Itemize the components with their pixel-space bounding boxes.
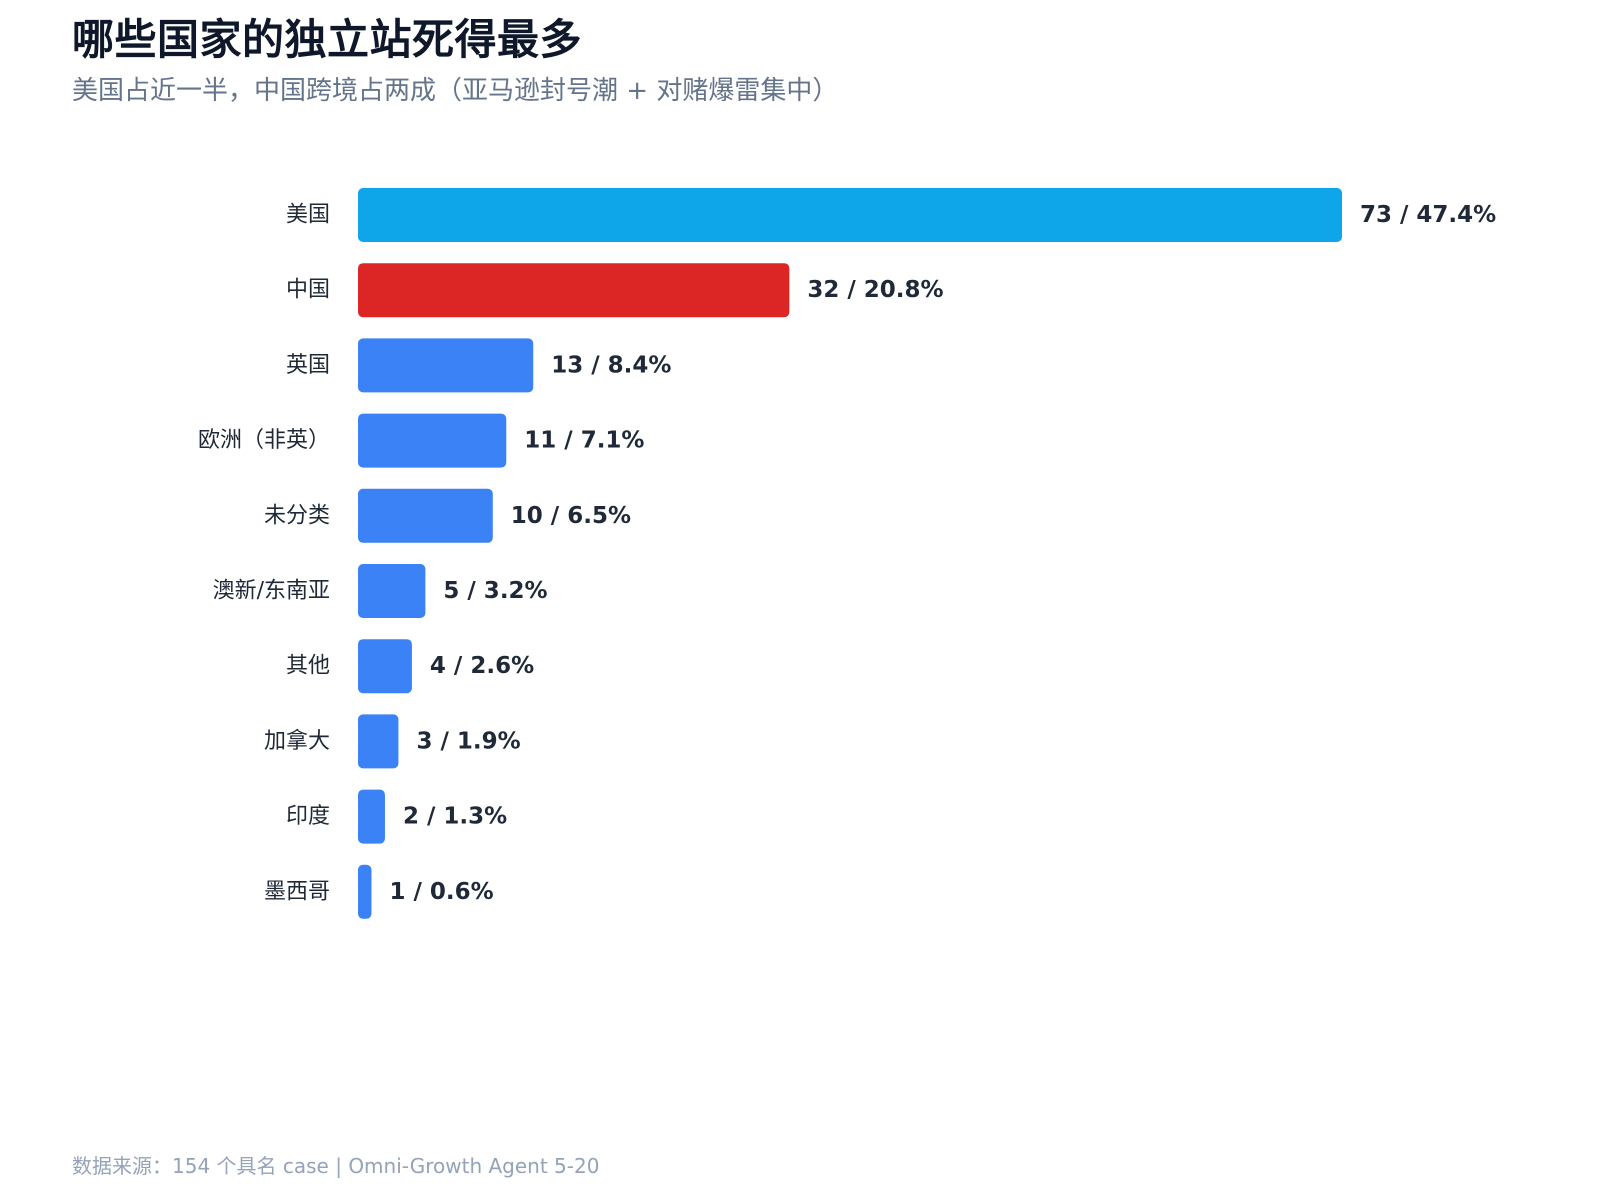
value-label: 2 / 1.3% bbox=[403, 804, 507, 830]
value-label: 13 / 8.4% bbox=[551, 352, 671, 378]
bar bbox=[358, 864, 372, 919]
category-label: 欧洲（非英） bbox=[198, 428, 330, 453]
value-label: 4 / 2.6% bbox=[430, 653, 534, 679]
value-label: 32 / 20.8% bbox=[807, 277, 943, 303]
value-label: 73 / 47.4% bbox=[1360, 202, 1496, 228]
category-label: 澳新/东南亚 bbox=[213, 579, 330, 604]
category-label: 中国 bbox=[286, 278, 330, 303]
value-label: 5 / 3.2% bbox=[443, 578, 547, 604]
bar bbox=[358, 789, 385, 844]
chart-title: 哪些国家的独立站死得最多 bbox=[72, 15, 583, 64]
value-label: 3 / 1.9% bbox=[416, 728, 520, 754]
value-label: 11 / 7.1% bbox=[524, 428, 644, 454]
bar bbox=[358, 488, 493, 543]
bar bbox=[358, 338, 534, 393]
category-label: 加拿大 bbox=[264, 728, 330, 754]
category-label: 印度 bbox=[286, 804, 330, 829]
bar bbox=[358, 639, 412, 694]
category-label: 墨西哥 bbox=[264, 879, 330, 904]
category-label: 英国 bbox=[286, 353, 330, 378]
category-label: 美国 bbox=[286, 203, 330, 228]
bar bbox=[358, 263, 790, 318]
value-label: 10 / 6.5% bbox=[511, 503, 631, 529]
data-source-note: 数据来源：154 个具名 case | Omni-Growth Agent 5-… bbox=[72, 1154, 600, 1178]
chart-subtitle: 美国占近一半，中国跨境占两成（亚马逊封号潮 + 对赌爆雷集中） bbox=[72, 76, 839, 106]
value-label: 1 / 0.6% bbox=[389, 879, 493, 905]
category-label: 其他 bbox=[286, 654, 330, 679]
bar bbox=[358, 413, 507, 468]
bar bbox=[358, 564, 426, 618]
bar bbox=[358, 714, 399, 769]
category-label: 未分类 bbox=[264, 503, 330, 528]
bar bbox=[358, 188, 1342, 242]
